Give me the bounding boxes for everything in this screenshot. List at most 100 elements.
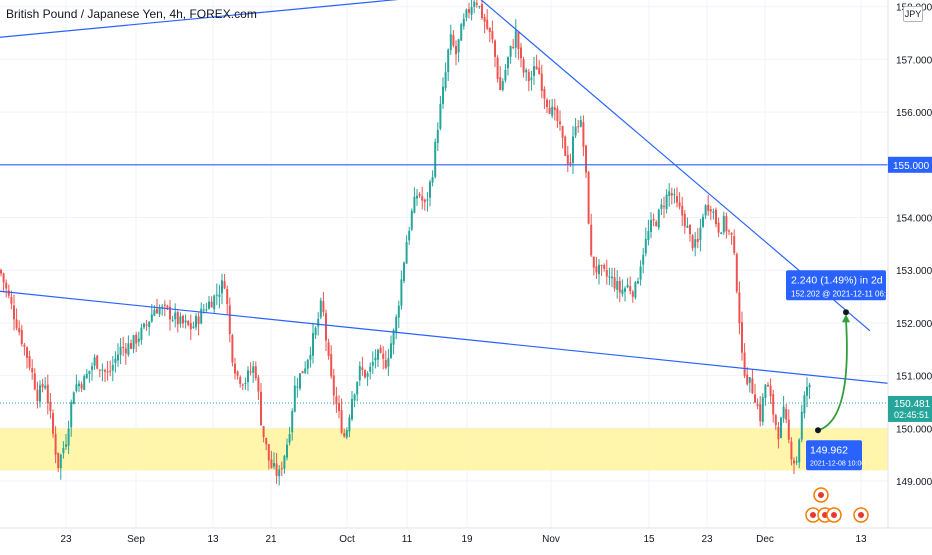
event-icon-dot <box>831 512 837 518</box>
candle-down <box>452 35 455 46</box>
candle-up <box>85 373 88 378</box>
candle-up <box>397 305 400 318</box>
candle-up <box>150 314 153 322</box>
lower-channel-line[interactable] <box>0 290 891 385</box>
candle-up <box>273 462 275 467</box>
candle-down <box>210 301 213 308</box>
candle-up <box>202 309 205 311</box>
projection-arrowhead <box>842 314 850 323</box>
candle-up <box>795 461 798 463</box>
candle-down <box>790 441 793 460</box>
candle-down <box>257 377 260 392</box>
candle-down <box>759 404 762 422</box>
candle-down <box>226 289 229 304</box>
candle-up <box>530 77 533 80</box>
candle-up <box>78 383 80 387</box>
candle-down <box>590 224 593 256</box>
candle-down <box>301 371 304 374</box>
candle-up <box>88 370 91 375</box>
candle-down <box>787 419 790 440</box>
trendlines-layer[interactable] <box>0 0 932 385</box>
candle-up <box>429 181 431 198</box>
candle-up <box>574 126 577 136</box>
candle-down <box>689 224 691 235</box>
candle-down <box>730 232 733 235</box>
candle-down <box>564 136 567 156</box>
candle-down <box>559 121 561 125</box>
candle-up <box>65 444 67 447</box>
candle-down <box>777 427 780 440</box>
candle-down <box>538 67 541 74</box>
upper-resistance-line[interactable] <box>0 0 932 38</box>
candle-up <box>416 195 418 199</box>
time-axis[interactable]: 23 Sep 13 21 Oct 11 19 Nov 15 23 Dec 13 <box>60 534 867 545</box>
candle-up <box>101 369 104 371</box>
candle-down <box>52 413 54 434</box>
candle-down <box>322 301 325 313</box>
candle-up <box>598 264 600 275</box>
candle-up <box>184 320 187 323</box>
candle-down <box>223 281 226 289</box>
projection-arrow[interactable] <box>817 320 848 432</box>
candle-up <box>673 194 676 196</box>
candle-up <box>374 357 377 361</box>
candle-down <box>774 415 777 426</box>
time-tick-label: 21 <box>265 534 277 545</box>
candle-up <box>218 294 221 297</box>
candle-up <box>356 382 359 395</box>
candle-up <box>221 280 223 294</box>
candle-up <box>93 357 96 366</box>
candle-up <box>91 366 93 370</box>
projection-end-point[interactable] <box>843 309 849 316</box>
currency-badge[interactable]: JPY <box>903 6 923 22</box>
candle-up <box>551 106 554 116</box>
candle-down <box>260 391 262 426</box>
projection-change-label: 2.240 (1.49%) in 2d 20h <box>791 274 903 286</box>
candle-down <box>496 57 499 79</box>
candle-up <box>195 315 197 328</box>
candle-down <box>80 384 83 389</box>
candle-up <box>702 216 704 227</box>
candle-up <box>782 406 785 419</box>
candle-down <box>663 205 665 208</box>
candle-down <box>553 107 556 110</box>
time-tick-label: 19 <box>461 534 473 545</box>
candle-up <box>694 239 697 248</box>
candle-down <box>280 468 283 470</box>
candle-up <box>798 439 801 463</box>
candle-up <box>215 294 218 296</box>
candle-down <box>707 204 710 211</box>
candle-down <box>0 269 2 274</box>
candle-down <box>561 126 564 138</box>
candle-up <box>462 18 465 27</box>
time-tick-label: Nov <box>542 534 560 545</box>
candle-down <box>486 19 489 29</box>
candle-up <box>371 361 374 366</box>
candle-down <box>585 145 587 173</box>
horizontal-line-price-tag-bg <box>888 156 932 173</box>
candle-up <box>405 242 408 264</box>
candle-down <box>28 356 31 368</box>
candle-up <box>70 402 73 428</box>
projection-start-point[interactable] <box>815 427 821 434</box>
candle-down <box>629 286 632 292</box>
candle-up <box>366 373 369 377</box>
candle-up <box>158 308 161 315</box>
candle-down <box>725 216 728 232</box>
candle-up <box>44 385 47 389</box>
candle-down <box>676 196 678 203</box>
event-icons[interactable] <box>805 487 869 523</box>
candle-down <box>325 313 327 341</box>
candle-down <box>715 209 717 225</box>
candle-up <box>637 281 639 284</box>
candle-down <box>330 354 333 377</box>
candle-down <box>96 355 99 369</box>
candle-down <box>33 373 36 390</box>
price-tick-label: 151.000 <box>896 372 932 383</box>
projection-layer[interactable]: 2.240 (1.49%) in 2d 20h 152.202 @ 2021-12… <box>786 270 903 471</box>
candle-down <box>756 404 759 407</box>
candle-up <box>722 215 725 233</box>
candle-up <box>351 399 353 420</box>
